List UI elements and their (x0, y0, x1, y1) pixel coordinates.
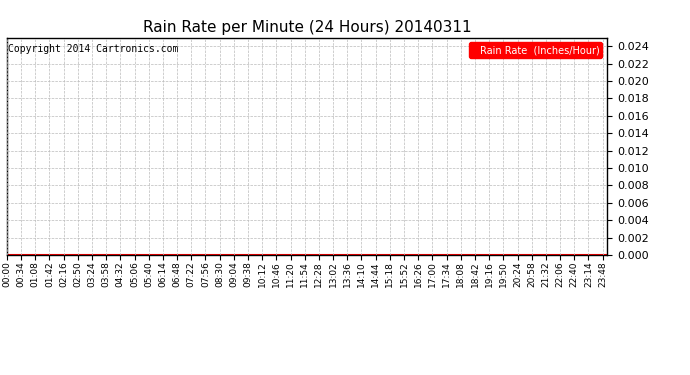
Title: Rain Rate per Minute (24 Hours) 20140311: Rain Rate per Minute (24 Hours) 20140311 (143, 20, 471, 35)
Text: Copyright 2014 Cartronics.com: Copyright 2014 Cartronics.com (8, 44, 178, 54)
Rain Rate  (Inches/Hour) (603, 253, 611, 257)
Rain Rate  (Inches/Hour) (3, 253, 11, 257)
Rain Rate  (Inches/Hour) (400, 253, 408, 257)
Rain Rate  (Inches/Hour) (121, 253, 130, 257)
Rain Rate  (Inches/Hour) (532, 253, 540, 257)
Legend: Rain Rate  (Inches/Hour): Rain Rate (Inches/Hour) (469, 42, 602, 58)
Rain Rate  (Inches/Hour) (136, 253, 144, 257)
Rain Rate  (Inches/Hour) (479, 253, 487, 257)
Rain Rate  (Inches/Hour) (204, 253, 212, 257)
